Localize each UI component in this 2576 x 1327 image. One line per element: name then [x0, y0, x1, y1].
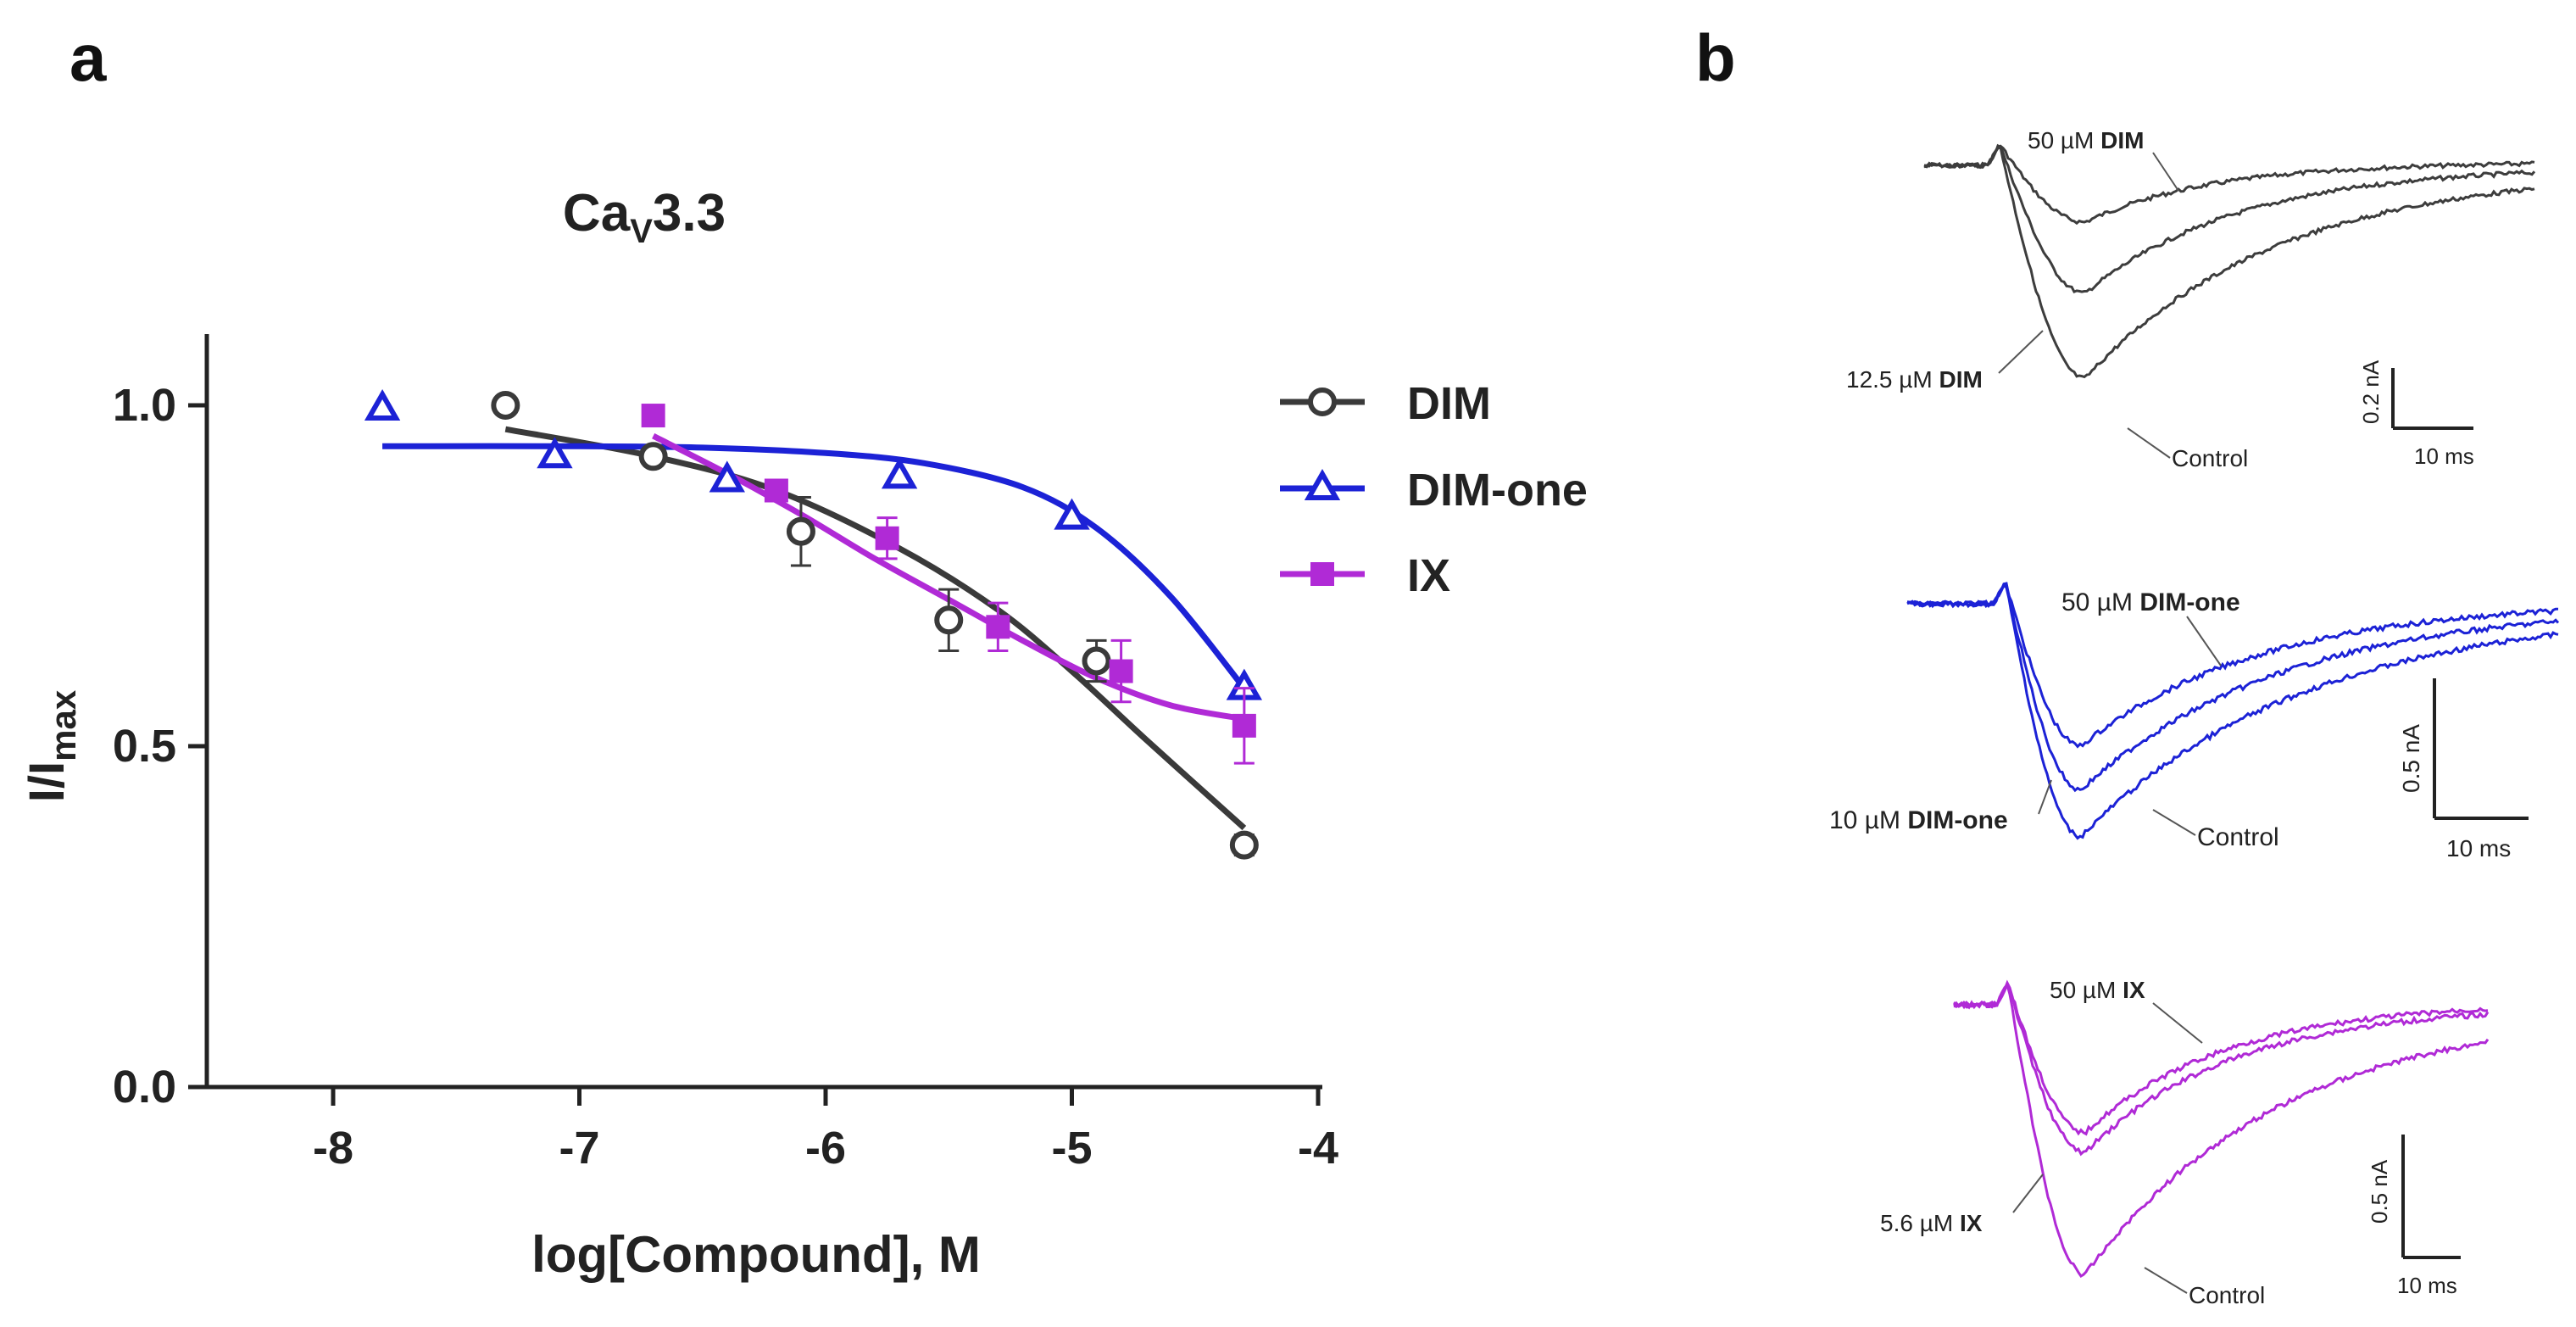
ylabel-subscript: max	[43, 689, 83, 761]
scalebar-amplitude-dim: 0.2 nA	[2358, 360, 2384, 424]
chart-title: CaV3.3	[563, 184, 726, 250]
scalebar-time-dim: 10 ms	[2414, 443, 2474, 469]
title-subscript: V	[630, 213, 653, 250]
trace-label-50um-dim-one: 50 µM DIM-one	[2061, 588, 2240, 616]
current-trace	[1906, 582, 2559, 749]
point-ix	[875, 526, 899, 550]
pointer-5um-ix	[2012, 1174, 2044, 1213]
fit-curve-dim-one	[382, 443, 1247, 690]
point-dim	[491, 391, 520, 420]
legend-entry-dim: DIM	[1280, 378, 1491, 429]
trace-label-50um-ix: 50 µM IX	[2050, 977, 2145, 1003]
traces-ix	[1952, 979, 2490, 1279]
x-axis-label: log[Compound], M	[531, 1226, 981, 1283]
legend-label-dim-one: DIM-one	[1407, 465, 1588, 516]
dose-response-chart: CaV3.3 I/Imax log[Compound], M -8 -7 -6 -5-…	[19, 184, 1588, 1283]
pointer-10um-dim-one	[2038, 779, 2052, 815]
point-dim	[638, 442, 668, 471]
current-trace	[1923, 145, 2536, 293]
point-ix	[641, 404, 665, 428]
ylabel-main: I/I	[19, 761, 75, 802]
y-tick-label: 1.0	[113, 380, 176, 431]
fit-curve-dim	[504, 426, 1247, 831]
point-ix	[986, 615, 1010, 639]
x-tick-label: -7	[559, 1123, 599, 1174]
point-dim-one	[537, 437, 573, 469]
current-trace	[1953, 981, 2489, 1136]
fit-curves	[382, 426, 1247, 831]
pointer-12um-dim	[1998, 330, 2044, 374]
y-tick-label: 0.0	[113, 1062, 176, 1112]
traces-dim-one	[1906, 582, 2560, 840]
point-dim-one	[1054, 498, 1090, 530]
x-tick-label: -5	[1051, 1123, 1092, 1174]
panel-label-b: b	[1695, 20, 1736, 95]
y-ticks: 0.0 0.5 1.0	[113, 380, 207, 1112]
x-tick-label: -8	[313, 1123, 353, 1174]
current-trace	[1952, 982, 2490, 1279]
trace-group-dim: 50 µM DIM 12.5 µM DIM Control 0.2 nA 10 …	[1846, 127, 2536, 471]
traces-dim	[1923, 143, 2536, 379]
current-trace	[1906, 583, 2559, 840]
point-ix	[1232, 713, 1256, 738]
trace-label-control-ix: Control	[2189, 1282, 2265, 1308]
title-rest: 3.3	[653, 184, 726, 243]
trace-label-control-dim-one: Control	[2197, 823, 2279, 851]
point-dim	[934, 605, 964, 635]
pointer-control-ix	[2144, 1267, 2188, 1294]
data-points	[364, 388, 1263, 860]
point-ix	[764, 478, 788, 503]
x-tick-label: -4	[1298, 1123, 1338, 1174]
legend-entry-dim-one: DIM-one	[1280, 465, 1588, 516]
current-traces-panel: 50 µM DIM 12.5 µM DIM Control 0.2 nA 10 …	[1829, 127, 2560, 1308]
y-tick-label: 0.5	[113, 721, 176, 772]
pointer-50um-ix	[2152, 1002, 2203, 1044]
current-trace	[1923, 144, 2535, 226]
trace-label-10um-dim-one: 10 µM DIM-one	[1829, 806, 2008, 834]
point-dim-one	[709, 460, 745, 493]
trace-label-12um-dim: 12.5 µM DIM	[1846, 366, 1983, 393]
legend-marker-dim-one	[1304, 468, 1341, 500]
current-trace	[1923, 143, 2535, 379]
scalebar-amplitude-ix: 0.5 nA	[2367, 1159, 2392, 1224]
legend-entry-ix: IX	[1280, 550, 1450, 601]
panel-label-a: a	[70, 20, 107, 95]
x-tick-label: -6	[805, 1123, 846, 1174]
trace-label-50um-dim: 50 µM DIM	[2028, 127, 2145, 153]
trace-group-dim-one: 50 µM DIM-one 10 µM DIM-one Control 0.5 …	[1829, 582, 2560, 861]
legend-label-ix: IX	[1407, 550, 1450, 601]
trace-group-ix: 50 µM IX 5.6 µM IX Control 0.5 nA 10 ms	[1880, 977, 2490, 1308]
legend-label-dim: DIM	[1407, 378, 1491, 429]
pointer-control-dim	[2127, 427, 2171, 459]
legend-marker-dim	[1308, 388, 1337, 416]
x-ticks: -8 -7 -6 -5 -4	[313, 1087, 1338, 1174]
point-dim-one	[364, 388, 401, 421]
pointer-control-dim-one	[2152, 809, 2196, 836]
point-dim-one	[881, 457, 918, 489]
pointer-50um-dim	[2152, 152, 2179, 192]
point-ix	[1109, 659, 1133, 683]
legend-marker-ix	[1310, 562, 1334, 586]
title-main: Ca	[563, 184, 631, 243]
scalebar-amplitude-dim-one: 0.5 nA	[2398, 724, 2424, 793]
trace-label-5um-ix: 5.6 µM IX	[1880, 1210, 1983, 1236]
point-dim	[786, 516, 815, 546]
point-dim	[1082, 646, 1111, 676]
scalebar-time-dim-one: 10 ms	[2446, 835, 2511, 861]
trace-label-control-dim: Control	[2172, 445, 2248, 471]
pointer-50um-dim-one	[2186, 616, 2222, 666]
scalebar-time-ix: 10 ms	[2397, 1273, 2457, 1298]
y-axis-label: I/Imax	[19, 689, 83, 802]
point-dim	[1229, 830, 1259, 860]
current-trace	[1953, 979, 2490, 1157]
legend: DIM DIM-one IX	[1280, 378, 1588, 601]
